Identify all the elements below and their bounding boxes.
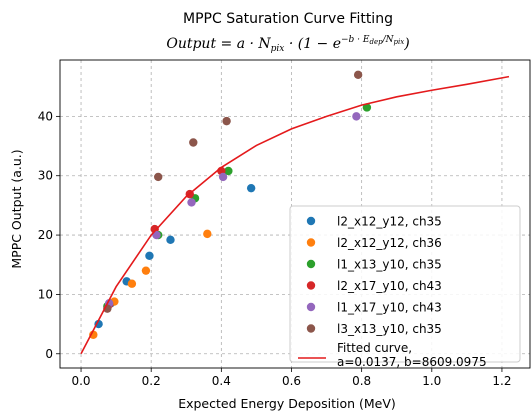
x-tick-label: 0.6 <box>282 374 301 388</box>
y-axis-label: MPPC Output (a.u.) <box>9 149 24 268</box>
data-point <box>152 230 161 240</box>
y-tick-label: 0 <box>45 347 53 361</box>
legend-label: l3_x13_y10, ch35 <box>337 322 442 336</box>
legend-marker <box>306 259 316 269</box>
data-point <box>187 198 196 207</box>
y-tick-label: 40 <box>38 109 53 123</box>
legend-label: l2_x17_y10, ch43 <box>337 279 442 293</box>
legend-marker <box>306 238 316 247</box>
data-point <box>224 166 233 176</box>
data-point <box>353 70 363 80</box>
data-point <box>127 279 137 288</box>
legend-label: l2_x12_y12, ch35 <box>337 215 442 229</box>
legend-marker <box>306 302 316 312</box>
x-tick-label: 0.2 <box>142 374 161 388</box>
legend-frame <box>289 205 521 363</box>
legend-label: l1_x13_y10, ch35 <box>337 258 442 272</box>
data-point <box>246 183 256 193</box>
y-tick-label: 20 <box>38 228 53 242</box>
y-tick-label: 10 <box>38 287 53 301</box>
data-point <box>141 266 151 275</box>
data-point <box>203 229 212 239</box>
data-point <box>222 116 231 126</box>
data-point <box>154 172 163 182</box>
legend-marker <box>306 324 316 333</box>
legend: l2_x12_y12, ch35 l2_x12_y12, ch36 l1_x13_y… <box>289 205 521 369</box>
data-point <box>218 172 228 182</box>
legend-label: l1_x17_y10, ch43 <box>337 301 442 315</box>
data-point <box>352 112 361 121</box>
plot-area: 0.0 0.2 0.4 0.6 0.8 1.0 1.2 0 10 20 30 40 l2_x12_y12… <box>38 59 531 388</box>
legend-label: l2_x12_y12, ch36 <box>337 236 442 250</box>
legend-marker <box>306 281 316 290</box>
data-point <box>189 138 198 147</box>
plot-frame <box>59 59 531 369</box>
x-tick-label: 0.8 <box>352 374 371 388</box>
x-tick-label: 1.0 <box>422 374 441 388</box>
legend-fit-label: a=0.0137, b=8609.0975 <box>337 355 487 369</box>
legend-marker <box>306 216 316 226</box>
data-point <box>362 103 372 112</box>
chart-subtitle: Output = a · Npix · (1 − e−b · Edep/Npix… <box>166 35 409 54</box>
data-point <box>145 251 154 261</box>
chart-title: MPPC Saturation Curve Fitting <box>183 11 393 27</box>
legend-fit-label: Fitted curve, <box>337 341 412 355</box>
y-tick-label: 30 <box>38 169 53 183</box>
x-tick-label: 0.4 <box>212 374 231 388</box>
data-point <box>94 319 103 329</box>
fit-curve <box>80 75 510 355</box>
x-tick-label: 1.2 <box>492 374 511 388</box>
x-axis-label: Expected Energy Deposition (MeV) <box>178 396 396 411</box>
data-point <box>166 235 175 245</box>
x-tick-label: 0.0 <box>71 374 90 388</box>
